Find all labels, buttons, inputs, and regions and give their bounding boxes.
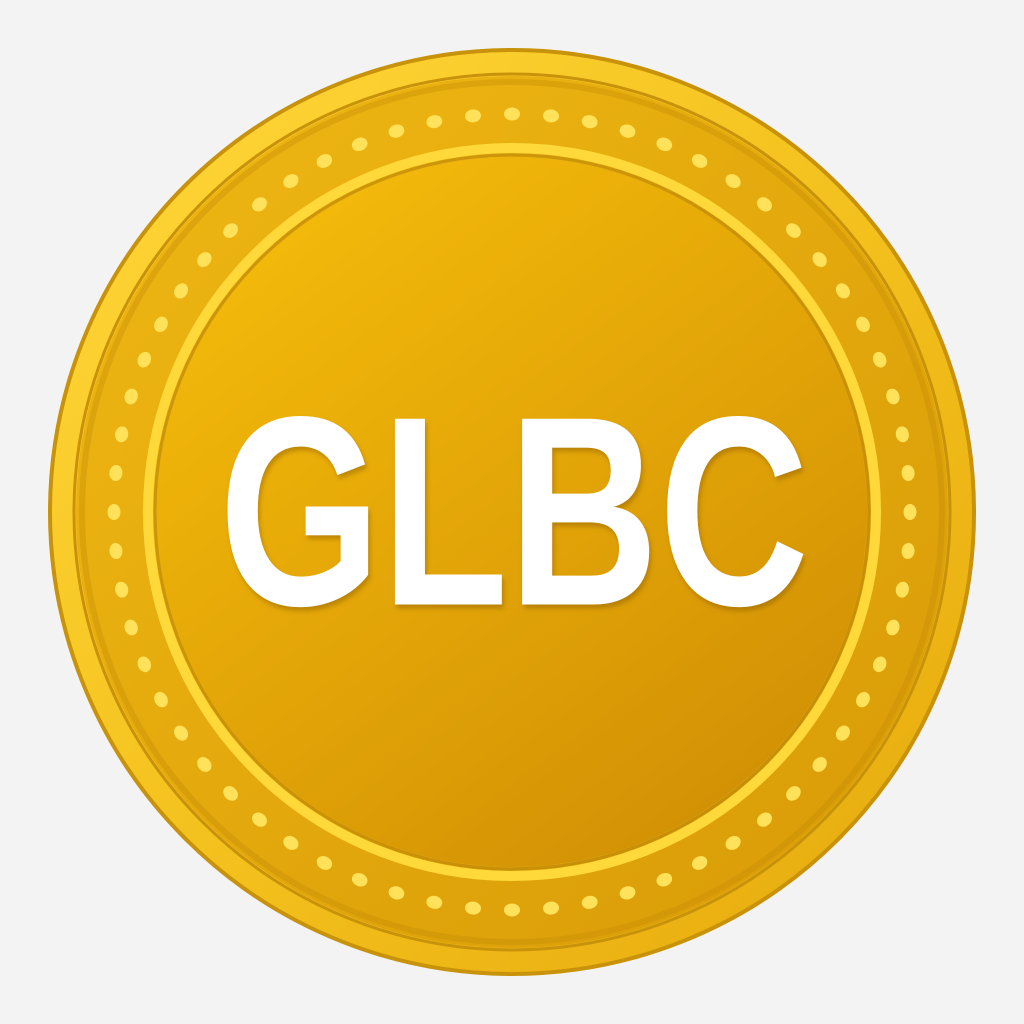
coin-rim-dot (109, 465, 123, 481)
coin-rim-dot (656, 872, 673, 887)
coin-rim-inner-edge (72, 72, 952, 952)
coin-rim-dot (835, 283, 850, 299)
coin-rim-dot (465, 901, 481, 915)
coin-rim-dot (656, 137, 673, 152)
coin-rim-dot (316, 856, 333, 870)
coin-rim-dot (903, 504, 917, 520)
coin-rim-dot (872, 351, 887, 368)
coin-rim-dot (388, 124, 405, 138)
coin-rim-dot (351, 872, 368, 887)
coin-rim-dot (691, 154, 708, 168)
coin-label: GLBC (219, 362, 809, 663)
coin-rim-dot (283, 174, 299, 189)
coin-rim-dot (107, 504, 121, 520)
coin-rim-dot (786, 223, 801, 238)
coin-face (157, 157, 867, 867)
coin-rim-dot (856, 316, 870, 333)
coin-rim-dot (174, 725, 189, 741)
coin-rim-dot (504, 903, 520, 917)
coin-inner-ring-shadow (153, 153, 871, 871)
coin-rim-dot (901, 543, 915, 559)
coin-rim-dot (115, 426, 129, 443)
coin-rim-dot (757, 197, 772, 212)
coin-rim-dot (426, 895, 443, 909)
coin-rim-dot (154, 691, 168, 708)
coin-rim-dot (757, 812, 772, 827)
coin-rim-dot (725, 835, 741, 850)
coin-rim-dot (388, 886, 405, 900)
coin-rim-dot (691, 856, 708, 870)
coin-rim-dot (543, 901, 559, 915)
coin-rim-dot (886, 619, 900, 636)
coin-rim-dot (115, 581, 129, 598)
coin-band-shadow (79, 79, 945, 945)
coin-rim-dot (812, 757, 827, 772)
coin-rim-dot (351, 137, 368, 152)
coin-rim-dot (223, 786, 238, 801)
coin-rim-dot (316, 154, 333, 168)
coin-rim-dot (124, 388, 138, 405)
coin-rim-dot (895, 426, 909, 443)
coin-rim-dot (283, 835, 299, 850)
coin-rim-dot (504, 107, 520, 121)
coin-rim-dot (137, 656, 152, 673)
coin-rim-dot (619, 124, 636, 138)
coin-rim-dot (109, 543, 123, 559)
coin-rim-dot (252, 812, 267, 827)
coin-rim-dot (154, 316, 168, 333)
coin-rim-dot (137, 351, 152, 368)
coin-rim-dot (725, 174, 741, 189)
coin-rim-dot (465, 109, 481, 123)
coin-rim-dot (886, 388, 900, 405)
coin-rim-dot (581, 895, 598, 909)
coin-rim-dot (124, 619, 138, 636)
coin-rim-dot (812, 252, 827, 267)
coin-inner-ring (143, 143, 881, 881)
coin-rim-dot (581, 115, 598, 129)
coin-rim-dots (107, 107, 917, 917)
coin-rim-dot (835, 725, 850, 741)
coin-rim-dot (197, 757, 212, 772)
coin-rim-dot (174, 283, 189, 299)
coin-rim-dot (223, 223, 238, 238)
coin-rim-dot (901, 465, 915, 481)
coin-rim-dot (856, 691, 870, 708)
coin-rim-dot (252, 197, 267, 212)
coin-rim-dot (786, 786, 801, 801)
coin-rim-dot (543, 109, 559, 123)
coin-rim-dot (426, 115, 443, 129)
coin-rim-dot (872, 656, 887, 673)
coin-rim-dot (895, 581, 909, 598)
coin-rim-dot (619, 886, 636, 900)
coin-rim-dot (197, 252, 212, 267)
